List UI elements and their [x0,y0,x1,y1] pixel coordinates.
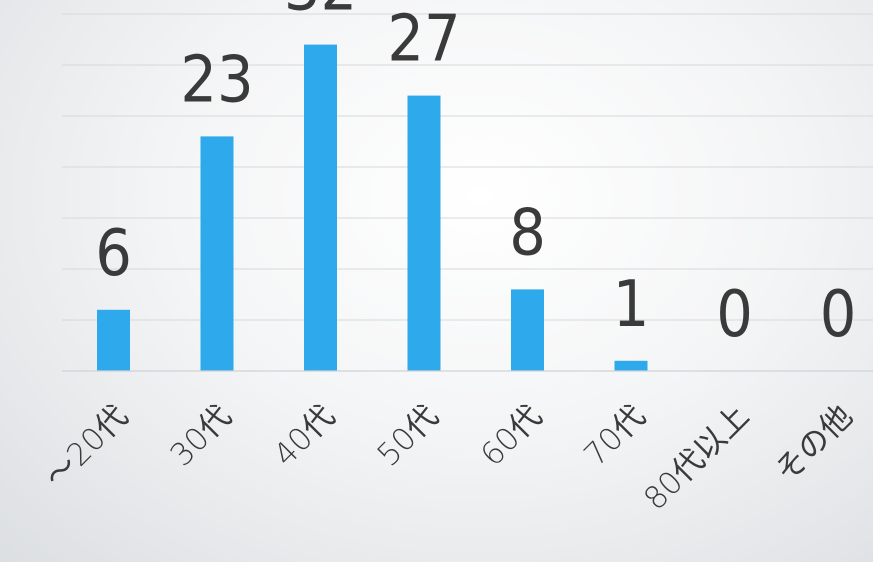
data-label: 23 [180,43,253,117]
bar [97,309,130,371]
x-tick-label: 30代 [163,398,238,473]
data-label: 27 [387,3,460,77]
bars [97,44,648,371]
x-tick-label: 70代 [577,398,652,473]
data-labels: 62332278100 [95,0,856,352]
x-tick-label: 60代 [474,398,549,473]
data-label: 1 [613,268,650,342]
x-tick-label: 50代 [370,398,445,473]
data-label: 0 [716,278,753,352]
data-label: 6 [95,217,132,291]
data-label: 8 [509,196,546,270]
x-tick-label: その他 [768,398,859,489]
x-tick-label: 40代 [267,398,342,473]
bar [200,136,234,371]
bar [304,44,337,371]
bar [614,360,648,371]
data-label: 32 [284,0,357,26]
x-tick-label: 80代以上 [637,398,756,517]
data-label: 0 [820,278,857,352]
bar [511,289,544,371]
x-tick-label: ～20代 [38,398,135,495]
gridlines [62,13,873,321]
bar [407,95,441,371]
